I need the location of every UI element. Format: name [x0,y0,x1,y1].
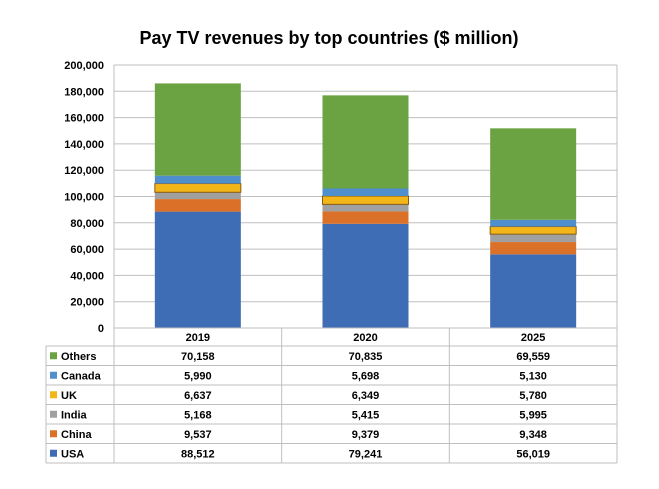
y-tick-label: 20,000 [70,297,104,309]
bar-china-2020 [322,211,409,224]
data-table: 2019 2020 2025 Others 70,158 70,835 69,559 Cana… [45,327,618,464]
y-tick-label: 140,000 [64,139,104,151]
y-axis-tick-labels: 0 20,000 40,000 60,000 80,000 100,000 120,000 1… [64,60,104,335]
bar-others-2020 [322,95,409,189]
bar-canada-2025 [490,219,577,227]
bar-china-2025 [490,242,577,255]
table-value-canada-2025: 5,130 [519,370,547,382]
y-tick-label: 0 [98,323,104,335]
bar-usa-2025 [490,254,577,328]
bar-uk-2020 [322,195,409,205]
table-value-india-2025: 5,995 [519,409,547,421]
table-value-usa-2020: 79,241 [349,448,383,460]
table-value-canada-2020: 5,698 [352,370,380,382]
table-value-canada-2019: 5,990 [184,370,212,382]
legend-label-usa: USA [61,448,84,460]
y-tick-label: 200,000 [64,60,104,72]
legend-label-india: India [61,409,88,421]
bar-usa-2020 [322,223,409,328]
y-tick-label: 80,000 [70,218,104,230]
legend-key-canada [50,371,57,379]
bar-canada-2020 [322,188,409,196]
table-value-china-2025: 9,348 [519,429,547,441]
legend-label-others: Others [61,351,96,363]
bar-india-2019 [154,192,241,200]
y-tick-label: 40,000 [70,270,104,282]
table-value-india-2019: 5,168 [184,409,212,421]
x-tick-label: 2025 [521,332,545,344]
legend-label-china: China [61,429,92,441]
legend-key-usa [50,449,57,457]
bar-india-2025 [490,234,577,243]
x-tick-label: 2020 [353,332,377,344]
table-value-india-2020: 5,415 [352,409,380,421]
y-tick-label: 180,000 [64,86,104,98]
table-value-china-2020: 9,379 [352,429,380,441]
y-tick-label: 100,000 [64,192,104,204]
table-value-china-2019: 9,537 [184,429,212,441]
y-tick-label: 60,000 [70,244,104,256]
chart-title: Pay TV revenues by top countries ($ mill… [139,28,518,48]
table-value-uk-2020: 6,349 [352,390,380,402]
table-value-usa-2019: 88,512 [181,448,215,460]
legend-label-canada: Canada [61,370,102,382]
bar-india-2020 [322,204,409,212]
table-value-others-2025: 69,559 [516,351,550,363]
legend-key-india [50,410,57,418]
bar-others-2019 [154,83,241,176]
bar-canada-2019 [154,175,241,184]
y-tick-label: 160,000 [64,113,104,125]
y-tick-label: 120,000 [64,165,104,177]
bar-others-2025 [490,128,577,220]
table-value-others-2020: 70,835 [349,351,383,363]
bars [154,83,577,328]
legend-key-uk [50,391,57,399]
bar-uk-2025 [489,226,577,235]
table-value-uk-2019: 6,637 [184,390,212,402]
table-value-others-2019: 70,158 [181,351,215,363]
legend-key-china [50,430,57,438]
bar-usa-2019 [154,211,241,328]
legend-label-uk: UK [61,390,77,402]
legend-key-others [50,352,57,360]
bar-uk-2019 [154,183,242,193]
table-value-usa-2025: 56,019 [516,448,550,460]
bar-china-2019 [154,199,241,212]
table-value-uk-2025: 5,780 [519,390,547,402]
x-tick-label: 2019 [186,332,210,344]
